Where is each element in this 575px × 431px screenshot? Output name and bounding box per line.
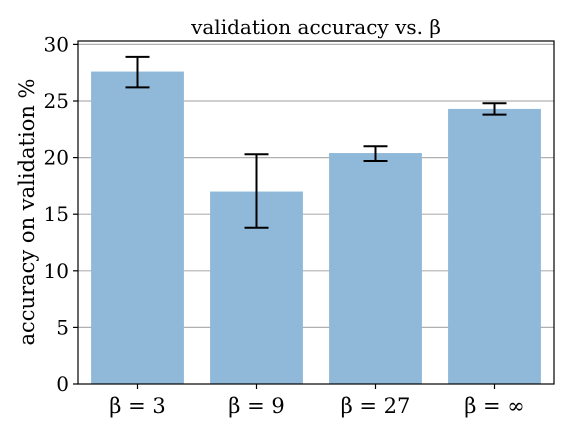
y-ticks: 0 5 10 15 20 25 30 bbox=[44, 32, 78, 396]
bar bbox=[91, 71, 184, 384]
bar bbox=[329, 153, 422, 384]
x-tick-label: β = 3 bbox=[109, 394, 165, 418]
x-tick-label: β = ∞ bbox=[464, 394, 525, 418]
y-axis-label: accuracy on validation % bbox=[15, 78, 39, 345]
x-tick-label: β = 9 bbox=[228, 394, 284, 418]
bar bbox=[448, 108, 541, 385]
x-tick-label: β = 27 bbox=[341, 394, 411, 418]
error-bars bbox=[125, 55, 507, 229]
chart-title: validation accuracy vs. β bbox=[190, 15, 441, 39]
y-tick-label: 20 bbox=[44, 146, 69, 170]
plot-frame bbox=[77, 40, 555, 385]
bars bbox=[91, 71, 541, 385]
y-tick-label: 0 bbox=[56, 372, 69, 396]
x-ticks: β = 3 β = 9 β = 27 β = ∞ bbox=[109, 384, 525, 418]
y-tick-label: 10 bbox=[44, 259, 69, 283]
y-tick-label: 15 bbox=[44, 202, 69, 226]
y-tick-label: 5 bbox=[56, 315, 69, 339]
y-tick-label: 25 bbox=[44, 89, 69, 113]
y-tick-label: 30 bbox=[44, 32, 69, 56]
